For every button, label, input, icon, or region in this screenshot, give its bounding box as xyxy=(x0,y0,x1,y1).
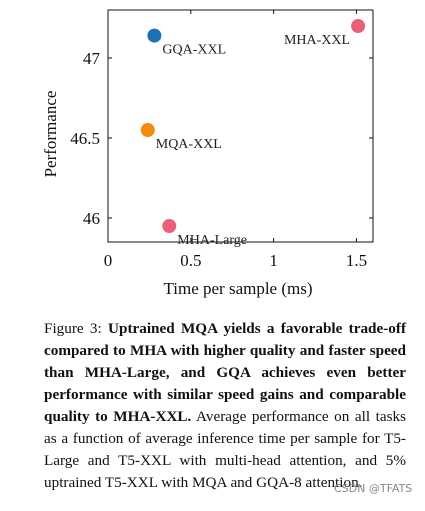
x-axis-label: Time per sample (ms) xyxy=(163,279,312,298)
point-label-gqa-xxl: GQA-XXL xyxy=(162,43,226,58)
y-axis-label: Performance xyxy=(41,91,60,178)
data-point-gqa-xxl xyxy=(147,28,162,43)
watermark: CSDN @TFATS xyxy=(334,482,413,495)
point-label-mqa-xxl: MQA-XXL xyxy=(156,137,222,152)
y-tick-label: 46.5 xyxy=(70,129,100,148)
data-point-mqa-xxl xyxy=(140,123,155,137)
data-point-mha-large xyxy=(162,219,177,233)
x-tick-label: 1.5 xyxy=(346,251,367,270)
x-tick-label: 0.5 xyxy=(180,251,201,270)
caption-rest: Average performance on all tasks as a fu… xyxy=(44,408,407,491)
data-point-mha-xxl xyxy=(351,19,366,33)
ticks: 0 0.5 1 1.5 46 46.5 47 xyxy=(70,10,373,270)
y-tick-label: 46 xyxy=(83,209,100,228)
caption-bold: Uptrained MQA yields a favorable trade-o… xyxy=(44,320,407,425)
x-tick-label: 1 xyxy=(269,251,278,270)
data-points: MHA-XXL GQA-XXL MQA-XXL MHA-Large xyxy=(140,19,366,248)
point-label-mha-xxl: MHA-XXL xyxy=(284,33,350,48)
plot-frame xyxy=(107,9,374,243)
point-label-mha-large: MHA-Large xyxy=(177,233,247,248)
y-tick-label: 47 xyxy=(83,49,101,68)
caption-lead: Figure 3: xyxy=(44,320,109,337)
figure-caption: Figure 3: Uptrained MQA yields a favorab… xyxy=(44,318,406,494)
x-tick-label: 0 xyxy=(104,251,113,270)
